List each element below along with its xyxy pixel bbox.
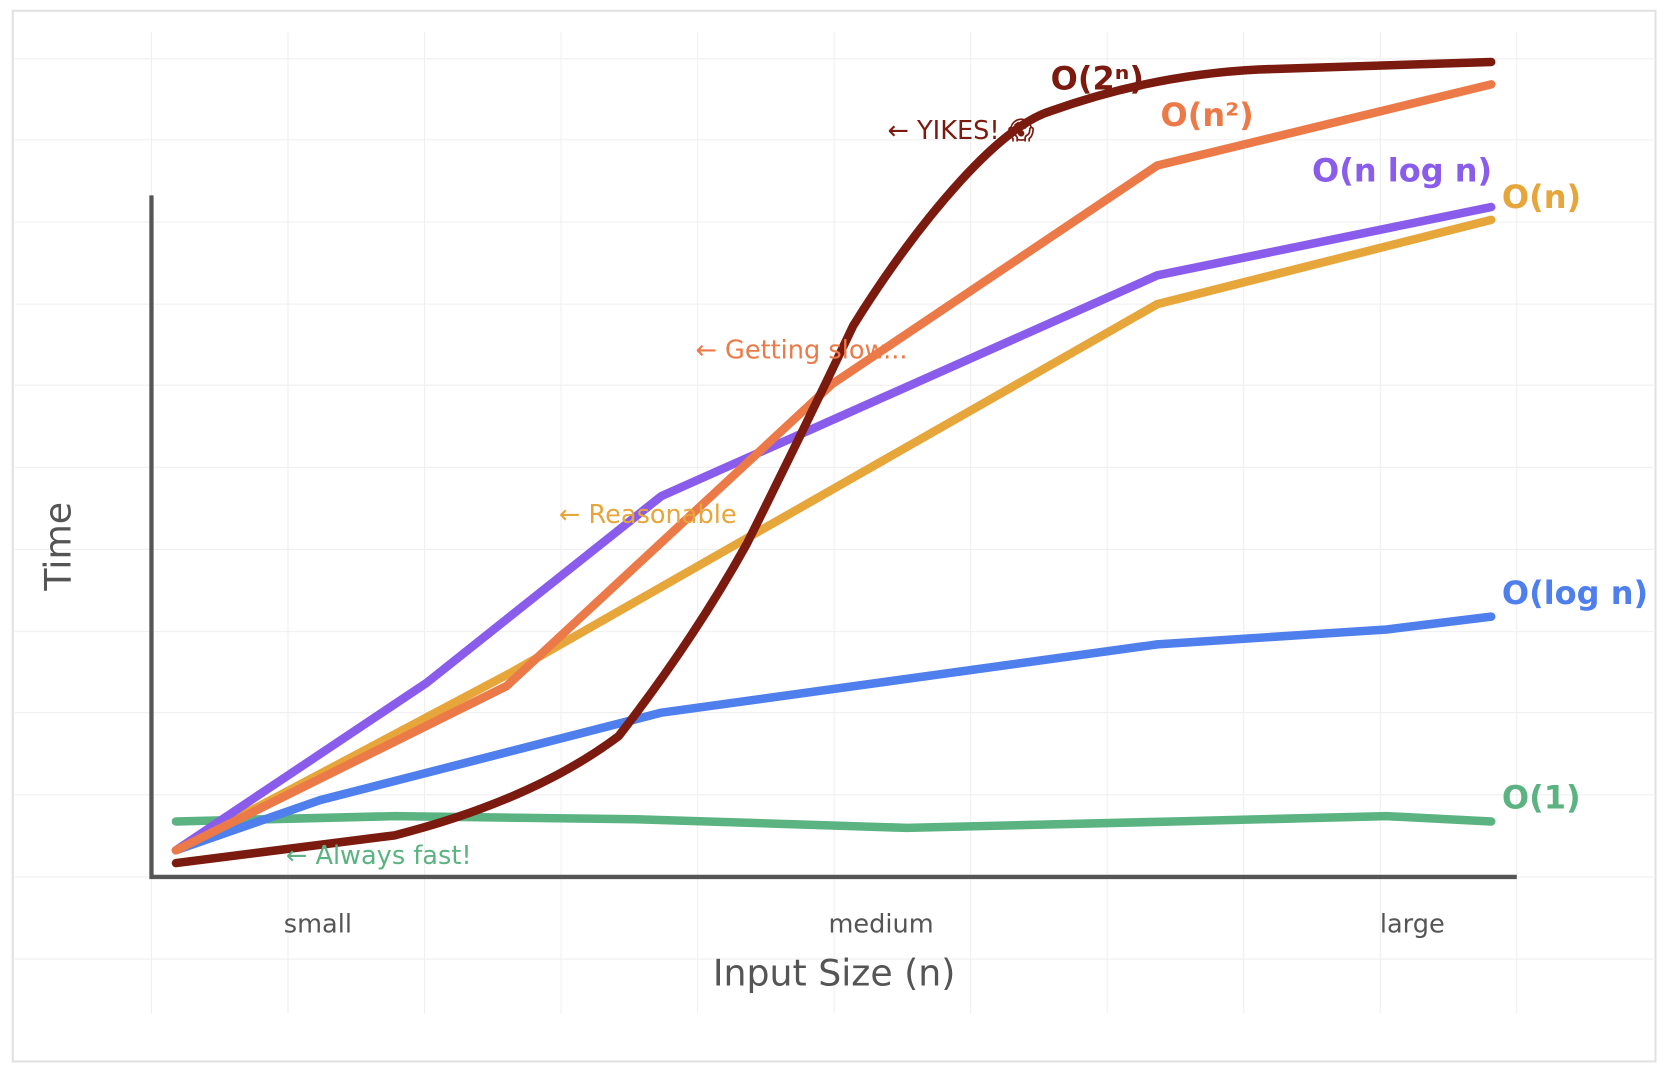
curve-log (171, 612, 1496, 855)
x-category: large (1380, 909, 1445, 939)
annotation: ← Getting slow... (695, 336, 907, 366)
curve-label: O(2ⁿ) (1051, 60, 1144, 98)
x-category: small (284, 909, 352, 939)
annotation: ← YIKES! 😱 (887, 116, 1034, 146)
y-axis-label: Time (36, 502, 79, 592)
curve-label: O(n) (1502, 178, 1581, 216)
x-category: medium (828, 909, 933, 939)
curve-constant (171, 811, 1496, 833)
x-axis-label: Input Size (n) (713, 952, 956, 995)
curve-linear (171, 215, 1496, 855)
annotation: ← Always fast! (286, 841, 472, 871)
curve-nlogn (171, 202, 1496, 855)
curve-exponential (171, 57, 1496, 868)
annotation: ← Reasonable (559, 500, 737, 530)
curve-quadratic (171, 80, 1496, 855)
axes (149, 195, 1517, 880)
curve-label: O(log n) (1502, 574, 1648, 612)
curve-label: O(n²) (1161, 96, 1254, 134)
curve-label: O(1) (1502, 779, 1581, 817)
curve-label: O(n log n) (1312, 151, 1492, 189)
